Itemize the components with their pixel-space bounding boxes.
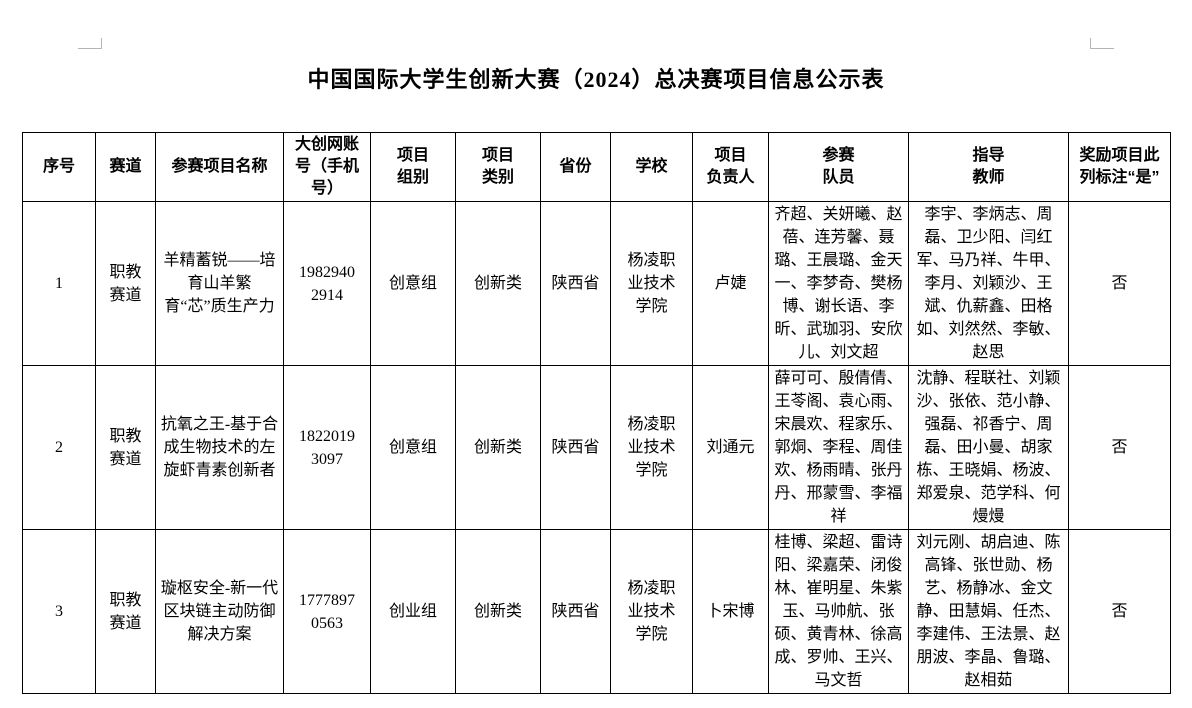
row1-project-name: 羊精蓄锐——培育山羊繁育“芯”质生产力 bbox=[155, 201, 284, 366]
col-header-award-flag: 奖励项目此 列标注“是” bbox=[1068, 132, 1171, 202]
row3-serial: 3 bbox=[22, 529, 96, 694]
col-header-account: 大创网账 号（手机 号） bbox=[283, 132, 371, 202]
row2-school: 杨凌职业技术学院 bbox=[610, 365, 693, 530]
col-header-leader: 项目 负责人 bbox=[692, 132, 769, 202]
row2-members: 薛可可、殷倩倩、王苓阁、袁心雨、宋晨欢、程家乐、郭烔、李程、周佳欢、杨雨晴、张丹… bbox=[768, 365, 909, 530]
col-header-province: 省份 bbox=[540, 132, 611, 202]
row2-province: 陕西省 bbox=[540, 365, 611, 530]
crop-mark-top-right-icon bbox=[1090, 38, 1114, 49]
row2-group: 创意组 bbox=[370, 365, 456, 530]
row1-track: 职教 赛道 bbox=[95, 201, 156, 366]
row2-serial: 2 bbox=[22, 365, 96, 530]
row3-account: 17778970563 bbox=[283, 529, 371, 694]
col-header-project-name: 参赛项目名称 bbox=[155, 132, 284, 202]
table-header-row: 序号 赛道 参赛项目名称 大创网账 号（手机 号） 项目 组别 项目 类别 省份… bbox=[22, 132, 1171, 202]
row3-leader: 卜宋博 bbox=[692, 529, 769, 694]
row1-advisors: 李宇、李炳志、周磊、卫少阳、闫红军、马乃祥、牛甲、李月、刘颖沙、王斌、仇薪鑫、田… bbox=[908, 201, 1069, 366]
page-title: 中国国际大学生创新大赛（2024）总决赛项目信息公示表 bbox=[307, 67, 885, 92]
col-header-advisors: 指导 教师 bbox=[908, 132, 1069, 202]
table-row: 3 职教 赛道 璇枢安全-新一代区块链主动防御解决方案 17778970563 … bbox=[22, 529, 1171, 694]
row2-leader: 刘通元 bbox=[692, 365, 769, 530]
row1-award-flag: 否 bbox=[1068, 201, 1171, 366]
row2-category: 创新类 bbox=[455, 365, 541, 530]
row1-school: 杨凌职业技术学院 bbox=[610, 201, 693, 366]
col-header-members: 参赛 队员 bbox=[768, 132, 909, 202]
col-header-group: 项目 组别 bbox=[370, 132, 456, 202]
crop-mark-top-left-icon bbox=[78, 38, 102, 49]
table-row: 2 职教 赛道 抗氧之王-基于合成生物技术的左旋虾青素创新者 182201930… bbox=[22, 365, 1171, 530]
row1-category: 创新类 bbox=[455, 201, 541, 366]
row1-serial: 1 bbox=[22, 201, 96, 366]
row3-category: 创新类 bbox=[455, 529, 541, 694]
row1-leader: 卢婕 bbox=[692, 201, 769, 366]
row3-advisors: 刘元刚、胡启迪、陈高锋、张世勋、杨艺、杨静冰、金文静、田慧娟、任杰、李建伟、王法… bbox=[908, 529, 1069, 694]
row3-province: 陕西省 bbox=[540, 529, 611, 694]
row3-award-flag: 否 bbox=[1068, 529, 1171, 694]
row1-account: 19829402914 bbox=[283, 201, 371, 366]
row2-account: 18220193097 bbox=[283, 365, 371, 530]
row1-members: 齐超、关妍曦、赵蓓、连芳馨、聂璐、王晨璐、金天一、李梦奇、樊杨博、谢长语、李昕、… bbox=[768, 201, 909, 366]
row2-advisors: 沈静、程联社、刘颖沙、张依、范小静、强磊、祁香宁、周磊、田小曼、胡家栋、王晓娟、… bbox=[908, 365, 1069, 530]
col-header-serial: 序号 bbox=[22, 132, 96, 202]
row3-school: 杨凌职业技术学院 bbox=[610, 529, 693, 694]
row2-award-flag: 否 bbox=[1068, 365, 1171, 530]
row2-project-name: 抗氧之王-基于合成生物技术的左旋虾青素创新者 bbox=[155, 365, 284, 530]
row3-project-name: 璇枢安全-新一代区块链主动防御解决方案 bbox=[155, 529, 284, 694]
row3-group: 创业组 bbox=[370, 529, 456, 694]
col-header-track: 赛道 bbox=[95, 132, 156, 202]
row1-group: 创意组 bbox=[370, 201, 456, 366]
row3-members: 桂博、梁超、雷诗阳、梁嘉荣、闭俊林、崔明星、朱紫玉、马帅航、张硕、黄青林、徐高成… bbox=[768, 529, 909, 694]
row1-province: 陕西省 bbox=[540, 201, 611, 366]
project-info-table: 序号 赛道 参赛项目名称 大创网账 号（手机 号） 项目 组别 项目 类别 省份… bbox=[22, 132, 1171, 694]
row3-track: 职教 赛道 bbox=[95, 529, 156, 694]
table-row: 1 职教 赛道 羊精蓄锐——培育山羊繁育“芯”质生产力 19829402914 … bbox=[22, 201, 1171, 366]
col-header-school: 学校 bbox=[610, 132, 693, 202]
row2-track: 职教 赛道 bbox=[95, 365, 156, 530]
col-header-category: 项目 类别 bbox=[455, 132, 541, 202]
